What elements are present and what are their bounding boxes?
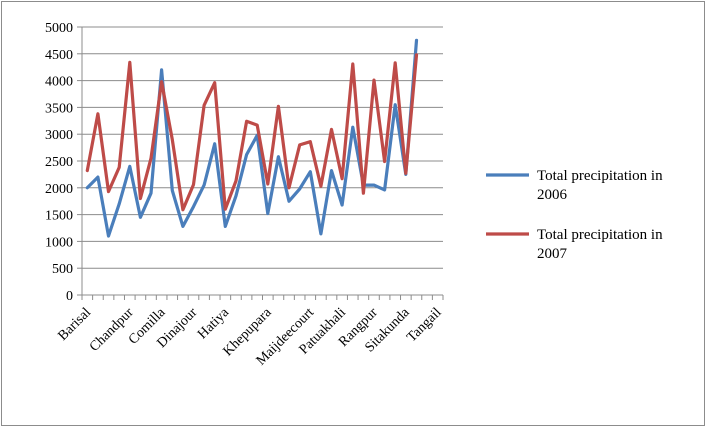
y-tick-label-0: 0: [66, 289, 73, 304]
y-tick-label-5000: 5000: [45, 21, 73, 36]
y-tick-label-3500: 3500: [45, 101, 73, 116]
y-tick-label-3000: 3000: [45, 128, 73, 143]
y-tick-label-1500: 1500: [45, 209, 73, 224]
y-tick-label-2500: 2500: [45, 155, 73, 170]
legend-label-year-2007: 2007: [537, 246, 568, 262]
x-tick-label-tangail: Tangail: [404, 305, 444, 345]
y-tick-label-4000: 4000: [45, 75, 73, 90]
gridlines: [82, 26, 443, 269]
y-tick-label-1000: 1000: [45, 235, 73, 250]
y-tick-label-500: 500: [52, 262, 73, 277]
y-tick-label-4500: 4500: [45, 48, 73, 63]
legend-label-2006: Total precipitation in: [537, 168, 663, 184]
y-tick-label-2000: 2000: [45, 182, 73, 197]
x-tick-label-barisal: Barisal: [55, 305, 94, 344]
legend-label-year-2006: 2006: [537, 187, 568, 203]
legend: Total precipitation in 2006 Total precipit…: [486, 168, 663, 262]
x-tick-labels: BarisalChandpurComillaDinajourHatiyaKhep…: [55, 305, 444, 369]
x-tick-label-hatiya: Hatiya: [195, 305, 233, 343]
y-tick-labels: 0 500 1000 1500 2000 2500 3000 3500 4000 4500 5000: [45, 21, 73, 304]
series-line-2007: [85, 53, 419, 212]
axes: [77, 26, 444, 300]
series-lines: [85, 38, 419, 238]
legend-label-2007: Total precipitation in: [537, 227, 663, 243]
x-tick-label-chandpur: Chandpur: [87, 305, 137, 355]
